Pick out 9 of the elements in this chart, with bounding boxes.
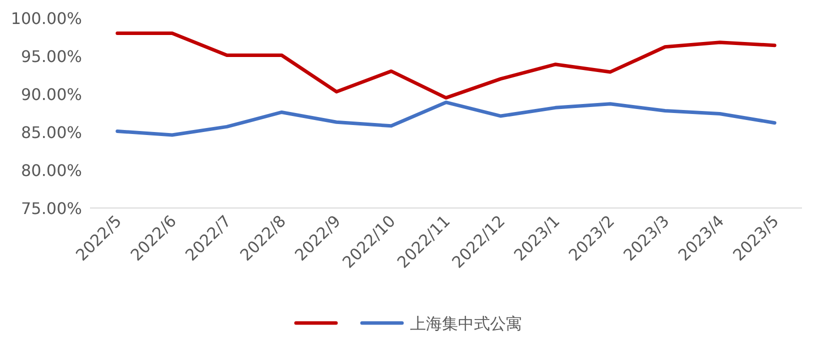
y-tick-label: 90.00% [20,85,82,104]
line-series [116,100,776,137]
y-tick-label: 95.00% [20,47,82,66]
y-tick-label: 80.00% [20,161,82,180]
y-tick-label: 75.00% [20,199,82,218]
y-tick-label: 85.00% [20,123,82,142]
legend-label: 上海集中式公寓 [410,314,522,333]
y-tick-label: 100.00% [10,9,82,28]
line-series [116,31,776,100]
